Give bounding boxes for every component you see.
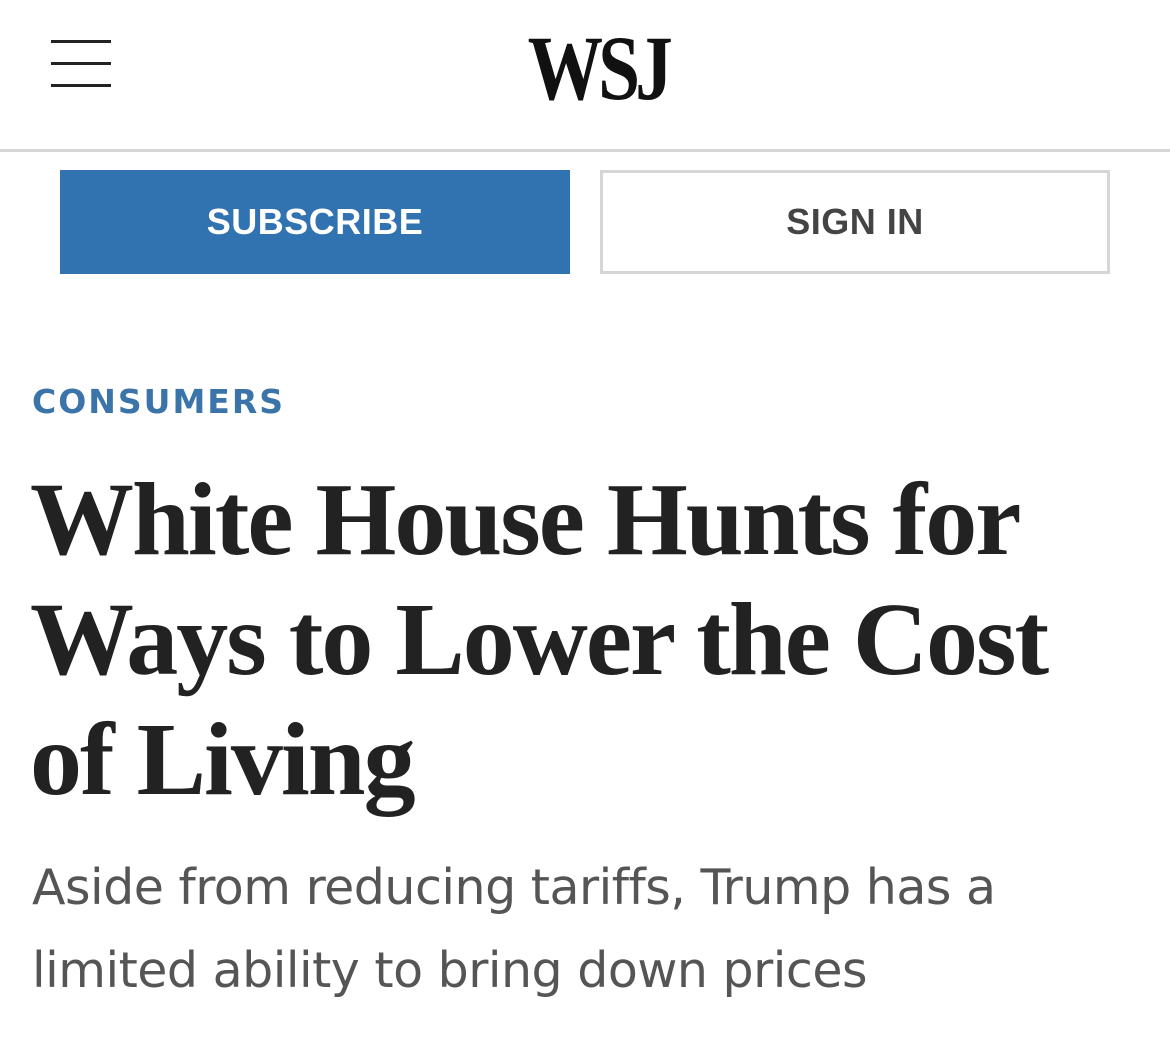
menu-line [51,40,111,43]
sign-in-button[interactable]: SIGN IN [600,170,1110,274]
article-dek: Aside from reducing tariffs, Trump has a… [32,859,996,999]
section-label[interactable]: CONSUMERS [32,382,286,421]
hamburger-menu-icon[interactable] [44,34,118,94]
subscribe-button[interactable]: SUBSCRIBE [60,170,570,274]
article-headline: White House Hunts for Ways to Lower the … [30,462,1049,817]
menu-line [51,62,111,65]
wsj-logo[interactable]: WSJ [527,17,673,119]
menu-line [51,84,111,87]
site-header: WSJ [0,0,1170,152]
